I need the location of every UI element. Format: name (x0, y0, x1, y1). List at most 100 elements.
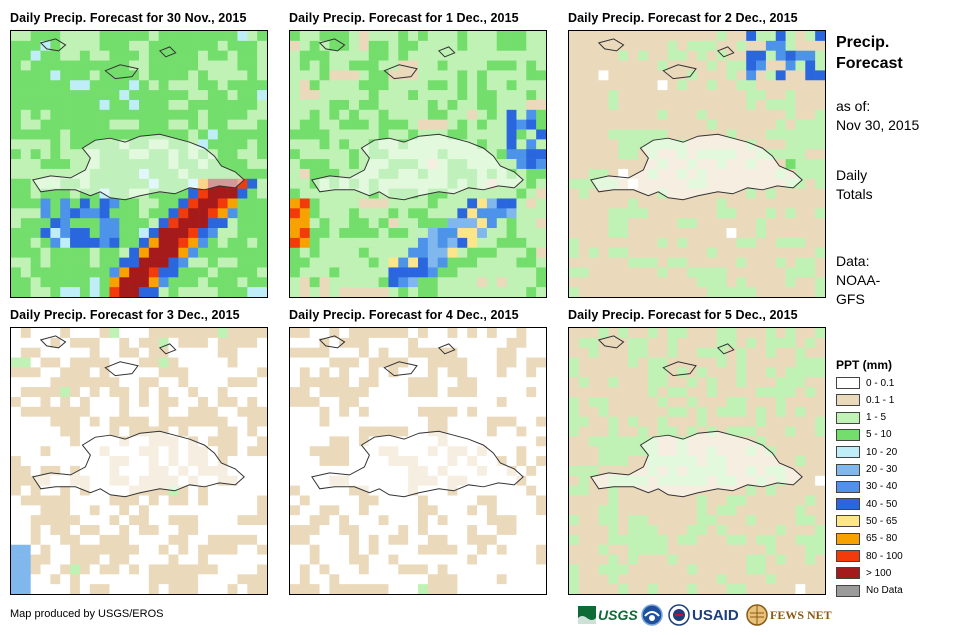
precip-cell (467, 80, 478, 91)
precip-cell (536, 178, 546, 189)
precip-cell (667, 109, 678, 120)
precip-cell (237, 574, 248, 585)
precip-cell (765, 119, 777, 130)
precip-cell (815, 367, 825, 378)
precip-cell (756, 80, 767, 91)
precip-cell (247, 178, 258, 189)
precip-cell (119, 90, 130, 101)
precip-cell (79, 208, 91, 219)
precip-cell (598, 188, 609, 199)
precip-cell (506, 426, 517, 437)
precip-cell (486, 337, 498, 349)
precip-cell (247, 119, 258, 130)
precip-cell (79, 109, 91, 120)
precip-cell (178, 218, 189, 229)
precip-cell (217, 495, 228, 506)
precip-cell (11, 525, 22, 536)
precip-cell (178, 485, 189, 496)
precip-cell (198, 60, 209, 71)
precip-cell (726, 109, 737, 120)
precip-cell (237, 139, 248, 150)
precip-cell (628, 99, 639, 111)
precip-cell (60, 80, 71, 91)
precip-cell (217, 218, 228, 229)
precip-cell (496, 446, 507, 457)
precip-cell (408, 40, 419, 52)
precip-cell (257, 406, 267, 417)
precip-cell (657, 544, 668, 555)
precip-cell (20, 139, 31, 150)
precip-cell (20, 109, 31, 120)
precip-cell (50, 446, 61, 457)
precip-cell (290, 277, 301, 288)
precip-cell (50, 149, 61, 160)
precip-cell (486, 287, 498, 297)
precip-cell (795, 198, 806, 209)
precip-cell (536, 584, 546, 594)
precip-cell (457, 90, 468, 101)
precip-cell (129, 505, 140, 516)
precip-cell (207, 357, 219, 368)
precip-cell (756, 515, 767, 526)
precip-cell (79, 328, 91, 339)
precip-cell (496, 436, 507, 447)
precip-cell (368, 515, 379, 526)
precip-cell (349, 367, 360, 378)
precip-cell (129, 257, 140, 268)
island-fill (311, 431, 524, 497)
precip-cell (746, 277, 757, 288)
precip-cell (237, 357, 248, 368)
precip-cell (329, 287, 340, 297)
precip-cell (319, 267, 330, 278)
precip-cell (637, 40, 649, 52)
precip-cell (129, 495, 140, 506)
precip-cell (569, 515, 580, 526)
precip-cell (486, 584, 498, 594)
precip-cell (378, 198, 389, 209)
precip-cell (398, 377, 409, 388)
precip-cell (148, 267, 159, 278)
precip-cell (198, 416, 209, 427)
legend-item: 20 - 30 (836, 463, 897, 476)
precip-cell (647, 40, 658, 52)
precip-cell (775, 208, 786, 219)
precip-cell (726, 198, 737, 209)
precip-cell (109, 70, 120, 81)
precip-cell (516, 139, 527, 150)
precip-cell (447, 367, 458, 378)
precip-cell (408, 80, 419, 91)
precip-cell (50, 495, 61, 506)
precip-cell (257, 377, 267, 388)
precip-map-2 (289, 30, 547, 298)
precip-cell (198, 584, 209, 594)
precip-cell (486, 218, 498, 229)
precip-cell (207, 367, 219, 378)
precip-cell (11, 406, 22, 417)
precip-cell (319, 554, 330, 565)
precip-cell (516, 168, 527, 180)
precip-cell (398, 80, 409, 91)
precip-cell (486, 99, 498, 111)
precip-cell (378, 367, 389, 378)
precip-cell (30, 584, 41, 594)
precip-cell (388, 426, 399, 437)
precip-cell (109, 377, 120, 388)
precip-cell (178, 396, 189, 408)
precip-cell (227, 247, 238, 258)
precip-cell (746, 564, 757, 575)
precip-cell (706, 247, 717, 258)
precip-cell (129, 544, 140, 555)
precip-cell (20, 228, 31, 239)
precip-cell (247, 50, 258, 61)
precip-cell (319, 544, 330, 555)
precip-cell (716, 347, 727, 358)
precip-cell (637, 60, 649, 71)
precip-cell (217, 50, 228, 61)
precip-cell (408, 70, 419, 81)
precip-cell (378, 218, 389, 229)
precip-cell (765, 50, 777, 61)
usaid-logo-text: USAID (692, 606, 739, 624)
precip-cell (427, 109, 438, 120)
precip-cell (247, 396, 258, 408)
precip-cell (398, 416, 409, 427)
